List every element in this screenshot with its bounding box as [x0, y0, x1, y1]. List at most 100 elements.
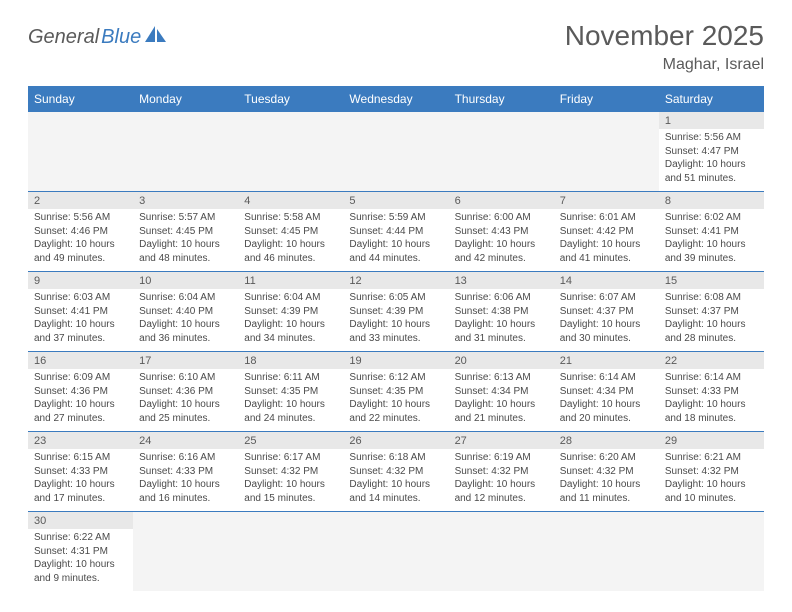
content-cell: Sunrise: 6:14 AMSunset: 4:33 PMDaylight:…	[659, 369, 764, 432]
content-cell	[343, 529, 448, 591]
content-cell	[28, 129, 133, 192]
date-row: 2345678	[28, 192, 764, 210]
content-cell	[238, 129, 343, 192]
date-row: 16171819202122	[28, 352, 764, 370]
date-cell: 15	[659, 272, 764, 290]
date-cell: 14	[554, 272, 659, 290]
content-cell: Sunrise: 5:56 AMSunset: 4:46 PMDaylight:…	[28, 209, 133, 272]
date-cell: 22	[659, 352, 764, 370]
content-cell: Sunrise: 6:18 AMSunset: 4:32 PMDaylight:…	[343, 449, 448, 512]
date-cell: 5	[343, 192, 448, 210]
content-cell: Sunrise: 6:03 AMSunset: 4:41 PMDaylight:…	[28, 289, 133, 352]
dayhead-cell: Thursday	[449, 86, 554, 112]
content-row: Sunrise: 6:15 AMSunset: 4:33 PMDaylight:…	[28, 449, 764, 512]
date-cell: 28	[554, 432, 659, 450]
content-cell: Sunrise: 6:14 AMSunset: 4:34 PMDaylight:…	[554, 369, 659, 432]
date-cell	[343, 512, 448, 530]
date-cell: 6	[449, 192, 554, 210]
content-cell: Sunrise: 6:04 AMSunset: 4:40 PMDaylight:…	[133, 289, 238, 352]
content-cell: Sunrise: 6:07 AMSunset: 4:37 PMDaylight:…	[554, 289, 659, 352]
location-text: Maghar, Israel	[565, 56, 764, 74]
date-cell: 24	[133, 432, 238, 450]
content-row: Sunrise: 5:56 AMSunset: 4:47 PMDaylight:…	[28, 129, 764, 192]
content-cell: Sunrise: 5:57 AMSunset: 4:45 PMDaylight:…	[133, 209, 238, 272]
date-cell: 20	[449, 352, 554, 370]
dayhead-row: SundayMondayTuesdayWednesdayThursdayFrid…	[28, 86, 764, 112]
content-cell	[238, 529, 343, 591]
date-cell	[449, 112, 554, 129]
date-cell: 21	[554, 352, 659, 370]
date-cell: 26	[343, 432, 448, 450]
content-cell: Sunrise: 6:08 AMSunset: 4:37 PMDaylight:…	[659, 289, 764, 352]
content-cell: Sunrise: 6:21 AMSunset: 4:32 PMDaylight:…	[659, 449, 764, 512]
date-cell	[554, 112, 659, 129]
date-cell: 17	[133, 352, 238, 370]
date-cell: 11	[238, 272, 343, 290]
content-cell: Sunrise: 6:09 AMSunset: 4:36 PMDaylight:…	[28, 369, 133, 432]
content-cell: Sunrise: 6:19 AMSunset: 4:32 PMDaylight:…	[449, 449, 554, 512]
content-cell	[659, 529, 764, 591]
date-cell	[238, 112, 343, 129]
content-cell: Sunrise: 6:17 AMSunset: 4:32 PMDaylight:…	[238, 449, 343, 512]
date-row: 30	[28, 512, 764, 530]
content-cell: Sunrise: 6:00 AMSunset: 4:43 PMDaylight:…	[449, 209, 554, 272]
dayhead-cell: Sunday	[28, 86, 133, 112]
date-cell	[449, 512, 554, 530]
date-cell: 27	[449, 432, 554, 450]
content-cell: Sunrise: 6:02 AMSunset: 4:41 PMDaylight:…	[659, 209, 764, 272]
date-cell: 4	[238, 192, 343, 210]
logo: GeneralBlue	[28, 26, 167, 49]
content-row: Sunrise: 6:03 AMSunset: 4:41 PMDaylight:…	[28, 289, 764, 352]
date-cell	[554, 512, 659, 530]
content-cell: Sunrise: 6:22 AMSunset: 4:31 PMDaylight:…	[28, 529, 133, 591]
content-cell: Sunrise: 6:10 AMSunset: 4:36 PMDaylight:…	[133, 369, 238, 432]
date-cell: 29	[659, 432, 764, 450]
calendar-body: 1 Sunrise: 5:56 AMSunset: 4:47 PMDayligh…	[28, 112, 764, 591]
date-row: 9101112131415	[28, 272, 764, 290]
date-cell: 25	[238, 432, 343, 450]
date-cell: 16	[28, 352, 133, 370]
page-title: November 2025	[565, 20, 764, 52]
content-cell: Sunrise: 6:15 AMSunset: 4:33 PMDaylight:…	[28, 449, 133, 512]
date-cell: 10	[133, 272, 238, 290]
content-row: Sunrise: 6:22 AMSunset: 4:31 PMDaylight:…	[28, 529, 764, 591]
date-cell	[238, 512, 343, 530]
date-cell: 18	[238, 352, 343, 370]
sail-icon	[145, 26, 167, 49]
date-cell	[133, 512, 238, 530]
date-cell: 9	[28, 272, 133, 290]
dayhead-cell: Tuesday	[238, 86, 343, 112]
date-row: 23242526272829	[28, 432, 764, 450]
content-cell: Sunrise: 5:58 AMSunset: 4:45 PMDaylight:…	[238, 209, 343, 272]
content-cell: Sunrise: 6:01 AMSunset: 4:42 PMDaylight:…	[554, 209, 659, 272]
date-row: 1	[28, 112, 764, 129]
dayhead-cell: Saturday	[659, 86, 764, 112]
content-cell	[554, 529, 659, 591]
logo-text-2: Blue	[101, 26, 141, 49]
calendar-table: SundayMondayTuesdayWednesdayThursdayFrid…	[28, 86, 764, 591]
date-cell	[28, 112, 133, 129]
content-cell: Sunrise: 5:56 AMSunset: 4:47 PMDaylight:…	[659, 129, 764, 192]
content-cell	[449, 529, 554, 591]
date-cell: 12	[343, 272, 448, 290]
date-cell: 3	[133, 192, 238, 210]
dayhead-cell: Friday	[554, 86, 659, 112]
date-cell: 8	[659, 192, 764, 210]
date-cell	[343, 112, 448, 129]
content-cell: Sunrise: 6:04 AMSunset: 4:39 PMDaylight:…	[238, 289, 343, 352]
content-cell	[554, 129, 659, 192]
date-cell: 13	[449, 272, 554, 290]
content-cell: Sunrise: 6:13 AMSunset: 4:34 PMDaylight:…	[449, 369, 554, 432]
date-cell: 7	[554, 192, 659, 210]
content-cell: Sunrise: 6:20 AMSunset: 4:32 PMDaylight:…	[554, 449, 659, 512]
content-cell: Sunrise: 6:06 AMSunset: 4:38 PMDaylight:…	[449, 289, 554, 352]
logo-text-1: General	[28, 26, 99, 49]
content-row: Sunrise: 5:56 AMSunset: 4:46 PMDaylight:…	[28, 209, 764, 272]
date-cell: 23	[28, 432, 133, 450]
content-cell	[343, 129, 448, 192]
content-cell: Sunrise: 6:16 AMSunset: 4:33 PMDaylight:…	[133, 449, 238, 512]
content-cell: Sunrise: 5:59 AMSunset: 4:44 PMDaylight:…	[343, 209, 448, 272]
content-row: Sunrise: 6:09 AMSunset: 4:36 PMDaylight:…	[28, 369, 764, 432]
date-cell: 2	[28, 192, 133, 210]
title-block: November 2025 Maghar, Israel	[565, 20, 764, 74]
